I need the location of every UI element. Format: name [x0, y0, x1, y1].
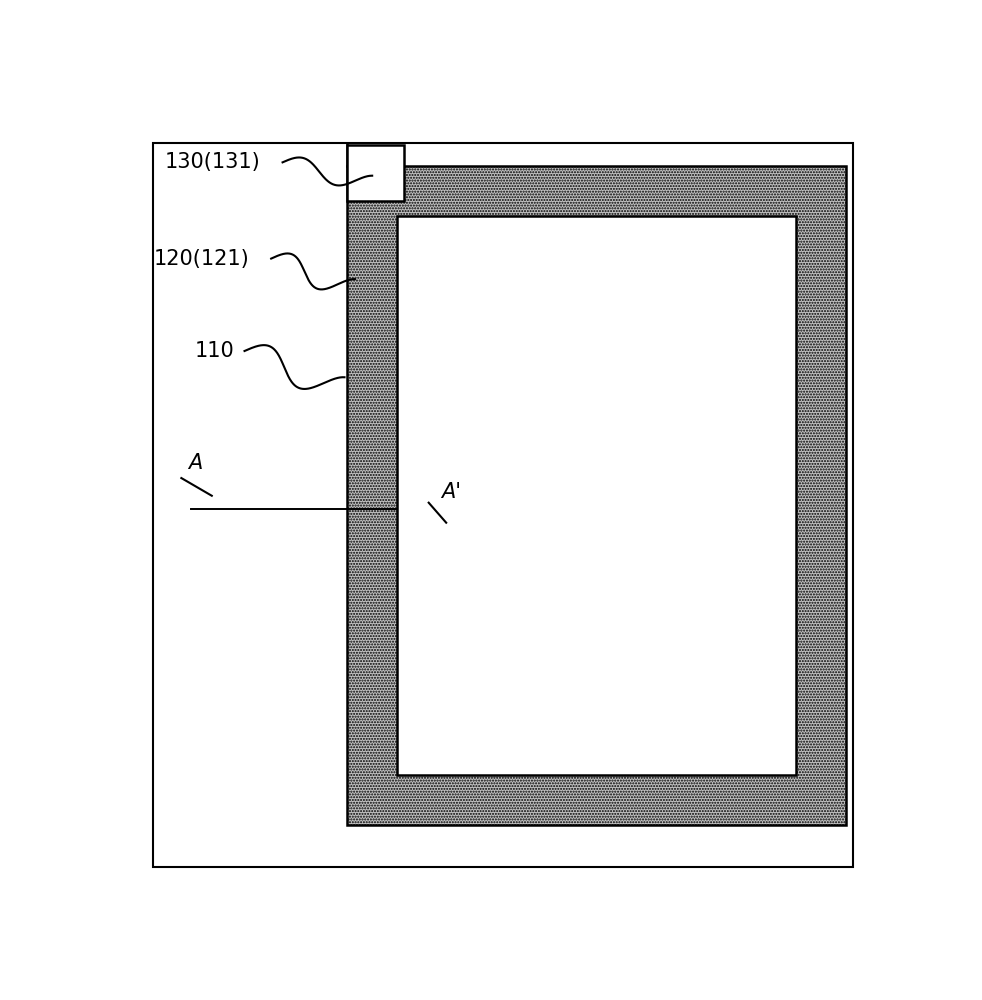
Text: A': A'	[441, 482, 461, 502]
Text: 120(121): 120(121)	[153, 249, 249, 269]
Bar	[348, 166, 846, 825]
Bar	[348, 145, 405, 201]
Bar	[397, 216, 796, 774]
Text: A: A	[188, 453, 202, 473]
Text: 110: 110	[195, 341, 235, 361]
Text: 130(131): 130(131)	[165, 152, 260, 172]
